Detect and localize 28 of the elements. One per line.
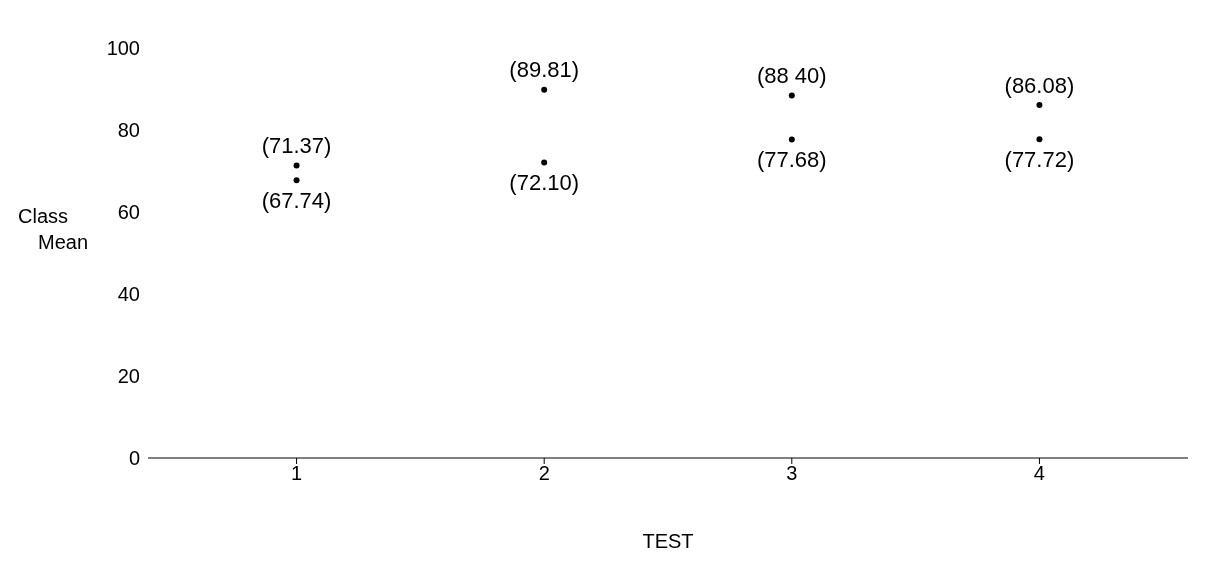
y-tick-label: 100 xyxy=(106,37,140,60)
point xyxy=(1036,102,1043,109)
y-tick-label: 20 xyxy=(117,365,140,388)
point xyxy=(541,86,548,93)
data-label: (72.10) xyxy=(509,169,580,195)
data-label: (77.72) xyxy=(1004,146,1075,172)
data-label: (77.68) xyxy=(756,147,827,173)
point xyxy=(293,177,300,184)
data-label: (71.37) xyxy=(261,132,332,158)
point xyxy=(541,159,548,166)
data-label: (88 40) xyxy=(756,63,827,89)
y-tick-label: 40 xyxy=(117,283,140,306)
point xyxy=(1036,136,1043,143)
x-tick-label: 4 xyxy=(1033,462,1045,485)
y-axis-title: Class Mean xyxy=(18,205,89,253)
x-tick-label: 3 xyxy=(786,462,798,485)
data-label: (86.08) xyxy=(1004,72,1075,98)
data-label: (67.74) xyxy=(261,187,332,213)
y-tick-label: 60 xyxy=(117,201,140,224)
point xyxy=(788,136,795,143)
point xyxy=(788,92,795,99)
y-tick-label: 80 xyxy=(117,119,140,142)
data-label: (89.81) xyxy=(509,57,580,83)
x-tick-label: 2 xyxy=(538,462,550,485)
y-tick-label: 0 xyxy=(128,447,140,470)
point xyxy=(293,162,300,169)
x-axis-title: TEST xyxy=(642,530,694,552)
x-tick-label: 1 xyxy=(291,462,303,485)
